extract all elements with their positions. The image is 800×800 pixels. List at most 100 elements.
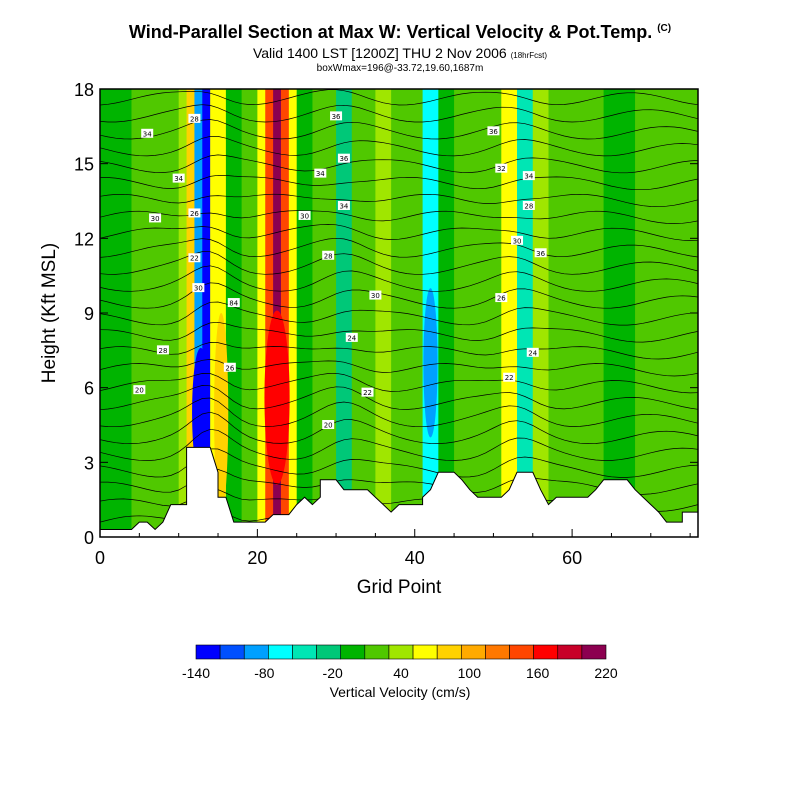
contour-label-1: 34 xyxy=(141,128,154,138)
contour-label-text: 30 xyxy=(371,292,380,300)
contour-label-2: 34 xyxy=(172,173,185,183)
theta-contour-4 xyxy=(100,428,698,461)
colorbar-swatch-12 xyxy=(485,644,510,660)
contour-label-23: 34 xyxy=(522,171,535,181)
contour-label-20: 20 xyxy=(322,420,335,430)
velocity-band-22 xyxy=(406,89,424,537)
velocity-band-8 xyxy=(218,89,227,537)
theta-contour-6 xyxy=(100,397,698,428)
theta-contour-21 xyxy=(100,154,698,174)
contour-label-13: 34 xyxy=(314,168,327,178)
contour-label-bg xyxy=(337,153,350,163)
contour-label-text: 30 xyxy=(513,237,522,245)
y-axis-label: Height (Kft MSL) xyxy=(39,243,60,383)
contour-label-bg xyxy=(298,210,311,220)
contour-label-bg xyxy=(322,420,335,429)
contour-label-bg xyxy=(503,372,516,382)
velocity-band-12 xyxy=(265,89,274,537)
box-info: boxWmax=196@-33.72,19.60,1687m xyxy=(316,63,484,74)
contour-label-bg xyxy=(227,298,240,308)
x-tick-label-2: 40 xyxy=(405,548,425,568)
velocity-band-7 xyxy=(210,89,219,537)
contour-label-text: 34 xyxy=(143,130,152,138)
contour-label-bg xyxy=(369,290,382,300)
velocity-band-11 xyxy=(257,89,266,537)
contour-label-17: 30 xyxy=(369,290,382,300)
colorbar-swatch-13 xyxy=(509,644,534,660)
contour-label-text: 26 xyxy=(225,364,234,372)
contour-label-26: 36 xyxy=(534,248,547,258)
contour-label-bg xyxy=(322,250,335,260)
colorbar-tick-label-4: 100 xyxy=(458,665,482,681)
contour-label-bg xyxy=(172,173,185,183)
terrain xyxy=(99,446,699,538)
contour-label-10: 26 xyxy=(223,362,236,372)
velocity-band-32 xyxy=(603,89,636,537)
contour-label-text: 28 xyxy=(190,115,199,123)
contour-label-text: 30 xyxy=(194,285,203,293)
contour-label-text: 84 xyxy=(229,300,238,308)
colorbar-swatch-16 xyxy=(581,644,607,660)
contour-label-0: 28 xyxy=(188,113,201,123)
contour-label-bg xyxy=(345,332,358,342)
contour-label-text: 36 xyxy=(339,155,348,163)
velocity-band-3 xyxy=(178,89,188,537)
contour-label-6: 30 xyxy=(192,283,205,293)
x-tick-label-1: 20 xyxy=(247,548,267,568)
velocity-band-14 xyxy=(280,89,290,537)
contour-label-bg xyxy=(156,345,169,355)
contour-label-text: 30 xyxy=(151,215,160,223)
y-tick-label-4: 12 xyxy=(74,229,94,249)
colorbar-swatch-1 xyxy=(219,644,245,660)
colorbar-swatch-6 xyxy=(340,644,366,660)
contour-label-text: 20 xyxy=(324,422,333,430)
y-tick-label-3: 9 xyxy=(84,304,94,324)
velocity-band-17 xyxy=(312,89,337,537)
velocity-band-29 xyxy=(532,89,549,537)
colorbar-swatch-5 xyxy=(316,644,342,660)
contour-label-21: 36 xyxy=(487,126,500,136)
contour-label-bg xyxy=(188,253,201,263)
contour-label-text: 32 xyxy=(497,165,506,173)
theta-contour-17 xyxy=(100,224,698,241)
contour-label-text: 34 xyxy=(339,202,348,210)
velocity-band-2 xyxy=(155,89,180,537)
contour-label-text: 34 xyxy=(524,173,533,181)
contour-label-8: 28 xyxy=(156,345,169,355)
velocity-core-3 xyxy=(423,288,438,438)
colorbar-swatch-7 xyxy=(364,644,390,660)
contour-label-18: 24 xyxy=(345,332,358,342)
colorbar-tick-label-5: 160 xyxy=(526,665,550,681)
velocity-band-15 xyxy=(288,89,298,537)
y-tick-label-5: 15 xyxy=(74,155,94,175)
theta-contour-20 xyxy=(100,174,698,191)
contour-label-bg xyxy=(337,200,350,210)
valid-note: (18hrFcst) xyxy=(510,51,548,60)
contour-label-text: 22 xyxy=(190,255,199,263)
colorbar-swatch-0 xyxy=(195,644,221,660)
contour-label-27: 26 xyxy=(495,293,508,303)
velocity-band-5 xyxy=(194,89,203,537)
contour-label-text: 22 xyxy=(363,389,372,397)
colorbar-swatch-15 xyxy=(557,644,583,660)
x-tick-label-0: 0 xyxy=(95,548,105,568)
velocity-band-33 xyxy=(635,89,668,537)
contour-label-bg xyxy=(522,171,535,181)
theta-contour-5 xyxy=(100,411,698,444)
contour-label-bg xyxy=(141,128,154,138)
contour-label-bg xyxy=(361,387,374,397)
title-mark: (C) xyxy=(657,23,672,34)
contour-label-bg xyxy=(192,283,205,293)
contour-label-bg xyxy=(522,200,535,210)
y-tick-label-2: 6 xyxy=(84,379,94,399)
theta-contour-24 xyxy=(100,104,698,123)
contour-label-text: 28 xyxy=(158,347,167,355)
contour-label-28: 24 xyxy=(526,347,539,357)
y-tick-label-0: 0 xyxy=(84,528,94,548)
contour-label-5: 22 xyxy=(188,253,201,263)
colorbar-swatch-8 xyxy=(388,644,414,660)
theta-contour-19 xyxy=(100,193,698,208)
chart-title: Wind-Parallel Section at Max W: Vertical… xyxy=(0,22,800,43)
